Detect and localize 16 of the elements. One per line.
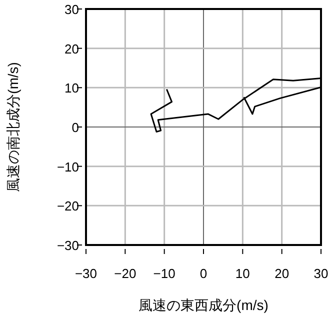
x-tick-label: −20 [114,266,136,281]
x-axis-title: 風速の東西成分(m/s) [138,297,268,313]
y-tick-label: 20 [64,41,79,56]
x-tick-label: 30 [314,266,328,281]
y-tick-label: −30 [56,238,79,253]
y-tick-label: 30 [64,2,79,17]
x-tick-label: 10 [235,266,250,281]
y-tick-label: 10 [64,80,79,96]
y-tick-label: 0 [72,120,79,135]
x-tick-label: −10 [153,266,176,281]
x-tick-label: 20 [274,266,290,281]
y-tick-label: −10 [56,159,79,174]
x-tick-label: 0 [200,266,208,281]
y-axis-title: 風速の南北成分(m/s) [5,62,21,192]
x-tick-label: −30 [74,266,98,281]
y-tick-label: −20 [56,198,79,214]
